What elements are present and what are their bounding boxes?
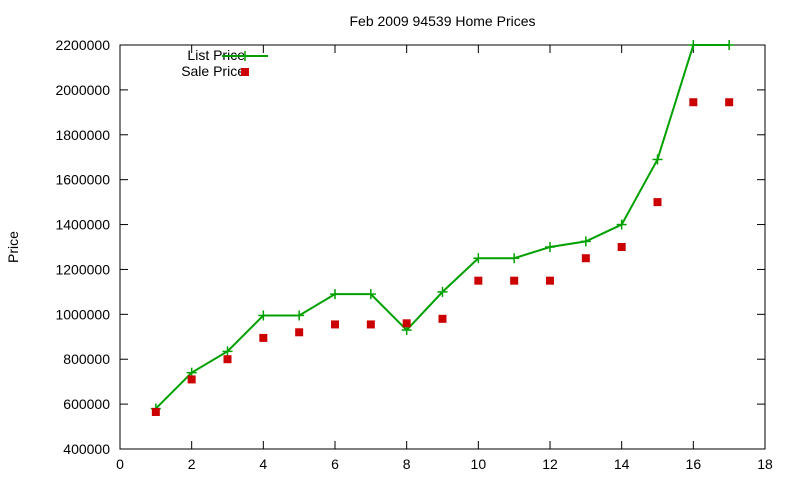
sale-price-point: [366, 320, 375, 329]
x-tick-label: 10: [471, 456, 487, 472]
x-tick-label: 2: [188, 456, 196, 472]
list-price-point: [222, 346, 233, 357]
list-price-point: [580, 236, 591, 247]
sale-price-point: [223, 355, 232, 364]
list-price-point: [724, 40, 735, 50]
x-tick-label: 6: [331, 456, 339, 472]
sale-price-point: [438, 314, 447, 323]
sale-price-point: [689, 98, 698, 107]
legend-label-list-price: List Price: [187, 47, 245, 63]
list-price-point: [652, 154, 663, 165]
series-layer: [150, 40, 735, 416]
sale-price-point: [295, 328, 304, 337]
sale-price-point: [581, 254, 590, 263]
x-tick-label: 12: [542, 456, 558, 472]
y-tick-label: 1200000: [55, 261, 110, 277]
chart-title: Feb 2009 94539 Home Prices: [350, 13, 536, 29]
x-tick-label: 16: [686, 456, 702, 472]
legend-label-sale-price: Sale Price: [181, 63, 245, 79]
list-price-point: [509, 253, 520, 264]
y-tick-label: 1800000: [55, 127, 110, 143]
list-price-point: [365, 289, 376, 300]
legend-marker-list-price: [240, 51, 250, 61]
axis-ticks: 0 2 4 6 8 10 12 14 16 18 400000 600000 800000 1000000…: [55, 37, 773, 472]
sale-price-point: [331, 320, 339, 329]
x-tick-label: 18: [757, 456, 773, 472]
sale-price-point: [546, 276, 554, 285]
sale-price-point: [653, 198, 662, 207]
list-price-point: [688, 40, 699, 50]
sale-price-point: [151, 407, 160, 416]
sale-price-point: [617, 243, 626, 251]
y-tick-label: 400000: [63, 441, 110, 457]
list-price-point: [258, 310, 269, 321]
y-tick-label: 1400000: [55, 217, 110, 233]
sale-price-point: [725, 98, 734, 107]
y-tick-label: 600000: [63, 396, 110, 412]
list-price-line: [155, 44, 730, 410]
list-price-point: [473, 253, 484, 264]
x-tick-label: 4: [259, 456, 267, 472]
y-tick-label: 2200000: [55, 37, 110, 53]
x-tick-label: 0: [116, 456, 124, 472]
list-price-point: [294, 310, 305, 321]
y-tick-label: 2000000: [55, 82, 110, 98]
list-price-point: [437, 286, 448, 297]
y-tick-label: 800000: [63, 351, 110, 367]
sale-price-point: [474, 276, 483, 285]
sale-price-point: [259, 333, 268, 342]
plot-frame: [119, 44, 766, 450]
list-price-point: [330, 289, 340, 300]
list-price-point: [616, 219, 627, 230]
legend-swatch-sale-price: [241, 68, 249, 76]
y-tick-label: 1600000: [55, 172, 110, 188]
x-tick-label: 14: [614, 456, 630, 472]
y-tick-label: 1000000: [55, 306, 110, 322]
sale-price-point: [510, 276, 519, 285]
x-tick-label: 8: [403, 456, 411, 472]
sale-price-point: [187, 375, 196, 384]
sale-price-point: [402, 319, 411, 328]
list-price-point: [545, 242, 555, 252]
y-axis-label: Price: [5, 231, 21, 263]
